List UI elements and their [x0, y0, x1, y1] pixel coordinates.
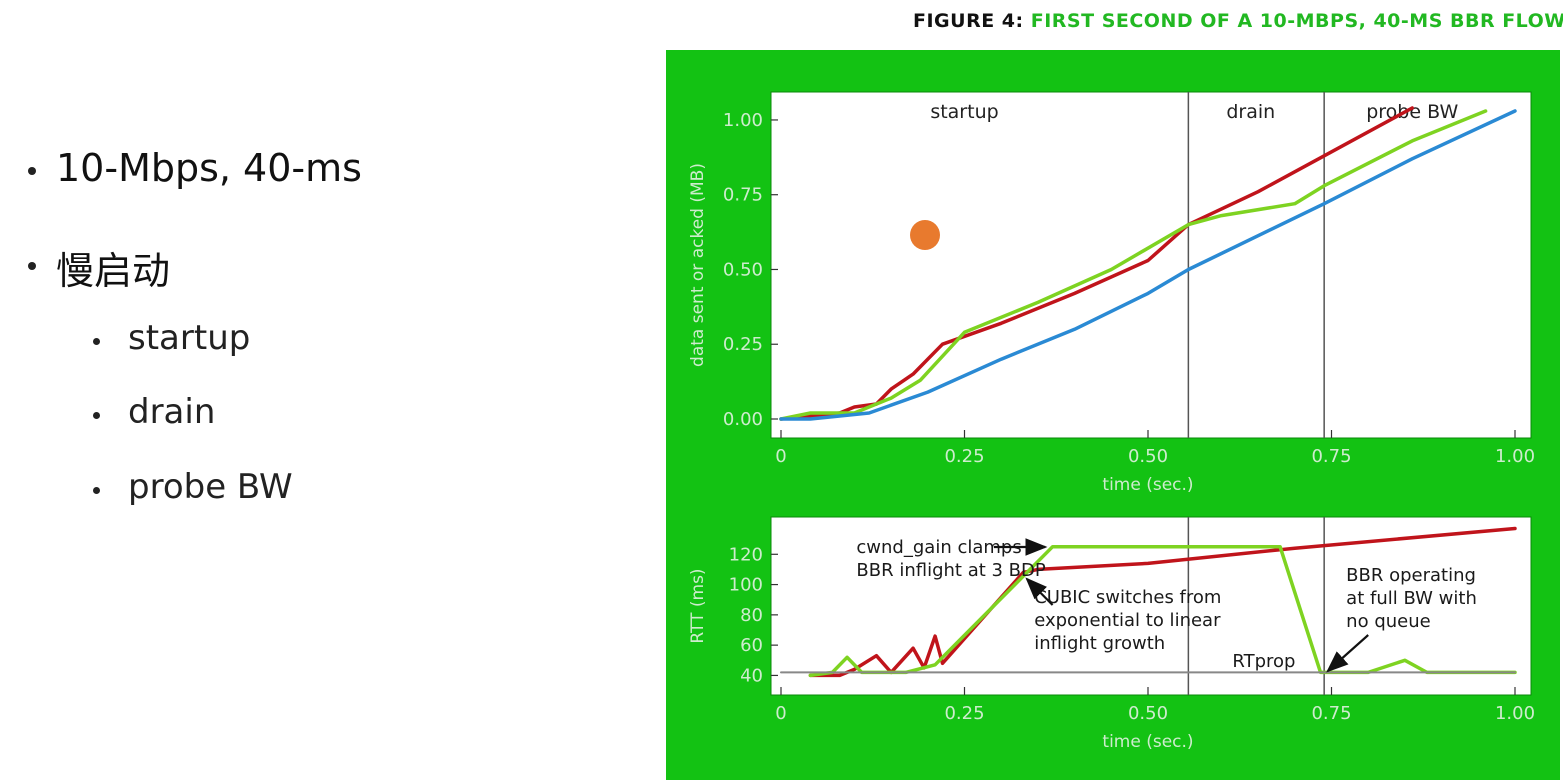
x-tick-label: 1.00 [1495, 446, 1535, 467]
annotation-text: CUBIC switches from [1034, 587, 1221, 608]
x-tick-label: 1.00 [1495, 703, 1535, 724]
y-tick-label: 0.50 [723, 259, 763, 280]
figure-title-rest: FIRST SECOND OF A 10-MBPS, 40-MS BBR FLO… [1030, 10, 1563, 32]
y-axis-label: data sent or acked (MB) [688, 163, 708, 367]
series-line-blue [779, 109, 1517, 421]
x-tick-label: 0.75 [1311, 703, 1351, 724]
x-tick-label: 0.50 [1128, 703, 1168, 724]
annotation-text: RTprop [1232, 651, 1295, 672]
bullet-item: startup [128, 318, 251, 358]
pointer-cursor-icon [910, 220, 940, 250]
bullet-item: 10-Mbps, 40-ms [56, 146, 362, 190]
plot-area [770, 91, 1532, 439]
x-tick-label: 0.25 [944, 703, 984, 724]
annotation-arrow [1025, 577, 1054, 606]
annotation-text: no queue [1346, 611, 1431, 632]
annotation-text: exponential to linear [1034, 610, 1221, 631]
y-tick-label: 40 [740, 665, 763, 686]
annotation-text: at full BW with [1346, 588, 1477, 609]
annotation-text: inflight growth [1034, 633, 1165, 654]
bullet-item: probe BW [128, 467, 293, 507]
annotation-text: BBR inflight at 3 BDP [856, 560, 1045, 581]
x-tick-label: 0 [775, 446, 786, 467]
y-tick-label: 0.00 [723, 409, 763, 430]
y-tick-label: 1.00 [723, 110, 763, 131]
bullet-item: drain [128, 392, 216, 432]
bullet-dot [93, 487, 100, 494]
series-line-red [779, 106, 1414, 421]
x-axis-label: time (sec.) [1102, 732, 1193, 752]
x-tick-label: 0.50 [1128, 446, 1168, 467]
y-axis-label: RTT (ms) [688, 568, 708, 643]
x-tick-label: 0.75 [1311, 446, 1351, 467]
phase-label: probe BW [1366, 101, 1458, 123]
y-tick-label: 60 [740, 635, 763, 656]
series-line-green [808, 544, 1517, 678]
annotation-text: cwnd_gain clamps [856, 537, 1021, 558]
x-axis-label: time (sec.) [1102, 475, 1193, 495]
y-tick-label: 80 [740, 605, 763, 626]
bbr-flow-figure: 0 0.25 0.50 0.75 1.00 0.00 0.25 0.50 0.75 1.00 tim… [688, 91, 1535, 752]
bullet-item: 慢启动 [56, 249, 171, 293]
bullet-dot [93, 338, 100, 345]
phase-label: drain [1226, 101, 1275, 123]
y-tick-label: 100 [729, 575, 763, 596]
bullet-dot [93, 412, 100, 419]
annotation-arrow [1326, 634, 1369, 673]
y-tick-label: 120 [729, 544, 763, 565]
y-tick-label: 0.25 [723, 334, 763, 355]
series-line-green [779, 109, 1488, 421]
x-tick-label: 0.25 [944, 446, 984, 467]
bullet-dot [28, 262, 36, 270]
figure-title: FIGURE 4: FIRST SECOND OF A 10-MBPS, 40-… [913, 10, 1563, 32]
y-tick-label: 0.75 [723, 185, 763, 206]
phase-label: startup [930, 101, 998, 123]
annotation-text: BBR operating [1346, 565, 1476, 586]
figure-title-lead: FIGURE 4: [913, 10, 1024, 32]
bullet-dot [28, 167, 36, 175]
x-tick-label: 0 [775, 703, 786, 724]
